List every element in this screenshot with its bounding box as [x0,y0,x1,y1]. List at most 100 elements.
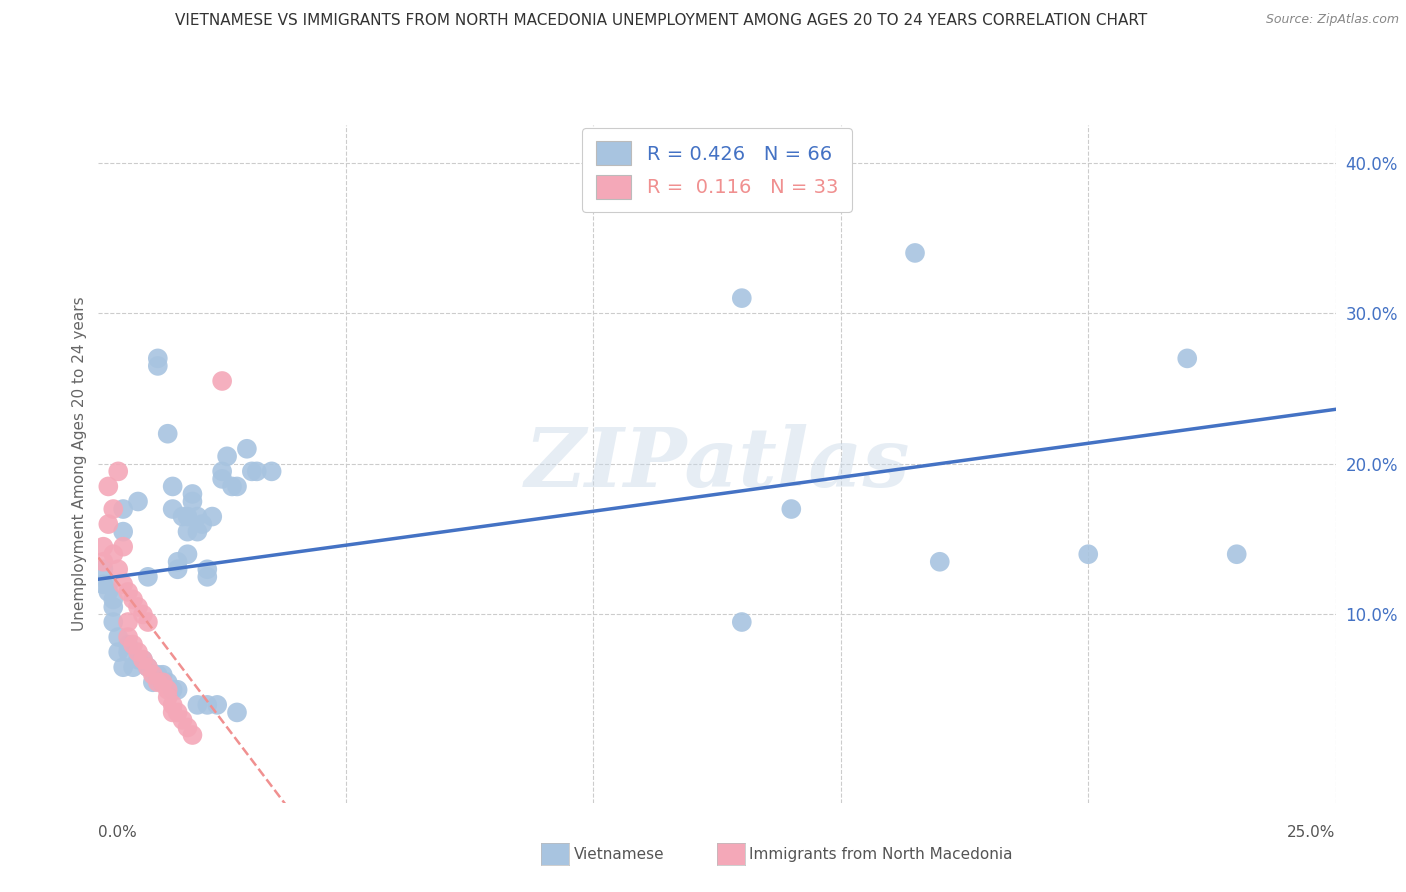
Point [201,509,224,524]
Point [136,660,159,674]
Text: Source: ZipAtlas.com: Source: ZipAtlas.com [1265,13,1399,27]
Point [97,479,120,493]
Point [107,464,129,478]
Text: 25.0%: 25.0% [1288,825,1336,840]
Point [103,599,125,614]
Point [166,706,188,720]
Point [117,615,139,629]
Point [132,607,155,622]
Point [93,577,115,591]
Point [127,645,149,659]
Point [260,464,283,478]
Point [112,577,135,591]
Point [146,675,169,690]
Point [117,630,139,644]
Point [181,487,204,501]
Point [211,374,233,388]
Point [112,524,135,539]
Point [156,690,179,705]
Y-axis label: Unemployment Among Ages 20 to 24 years: Unemployment Among Ages 20 to 24 years [72,296,87,632]
Point [112,660,135,674]
Point [122,660,145,674]
Point [97,577,120,591]
Point [226,479,249,493]
Point [97,517,120,532]
Point [122,592,145,607]
Point [181,494,204,508]
Point [211,464,233,478]
Point [1226,547,1249,561]
Point [142,675,165,690]
Point [176,547,198,561]
Point [172,509,194,524]
Point [162,682,184,697]
Point [127,599,149,614]
Point [172,713,194,727]
Point [103,547,125,561]
Point [103,615,125,629]
Point [156,675,179,690]
Point [103,592,125,607]
Point [928,555,950,569]
Point [132,653,155,667]
Point [236,442,259,456]
Point [186,524,208,539]
Point [731,291,754,305]
Point [117,638,139,652]
Point [156,426,179,441]
Point [195,570,218,584]
Point [152,667,174,681]
Point [107,562,129,576]
Point [117,585,139,599]
Point [904,246,927,260]
Point [97,585,120,599]
Point [122,638,145,652]
Legend: R = 0.426   N = 66, R =  0.116   N = 33: R = 0.426 N = 66, R = 0.116 N = 33 [582,128,852,212]
Point [1175,351,1198,366]
Point [166,682,188,697]
Point [112,540,135,554]
Point [186,509,208,524]
Point [176,509,198,524]
Point [103,502,125,516]
Point [1077,547,1099,561]
Point [146,667,169,681]
Point [221,479,243,493]
Text: Vietnamese: Vietnamese [574,847,664,862]
Point [246,464,269,478]
Point [176,524,198,539]
Point [156,682,179,697]
Point [240,464,263,478]
Point [162,698,184,712]
Point [226,706,249,720]
Point [780,502,803,516]
Point [195,562,218,576]
Point [93,555,115,569]
Text: Immigrants from North Macedonia: Immigrants from North Macedonia [749,847,1012,862]
Point [146,351,169,366]
Point [731,615,754,629]
Text: VIETNAMESE VS IMMIGRANTS FROM NORTH MACEDONIA UNEMPLOYMENT AMONG AGES 20 TO 24 Y: VIETNAMESE VS IMMIGRANTS FROM NORTH MACE… [174,13,1147,29]
Point [93,540,115,554]
Point [162,502,184,516]
Point [217,450,239,464]
Point [142,667,165,681]
Point [146,359,169,373]
Point [93,562,115,576]
Point [162,706,184,720]
Point [166,562,188,576]
Point [191,517,214,532]
Point [136,615,159,629]
Point [176,721,198,735]
Point [107,630,129,644]
Point [136,660,159,674]
Point [127,494,149,508]
Point [127,653,149,667]
Point [211,472,233,486]
Point [162,479,184,493]
Point [112,502,135,516]
Point [186,698,208,712]
Point [195,698,218,712]
Point [152,675,174,690]
Point [117,645,139,659]
